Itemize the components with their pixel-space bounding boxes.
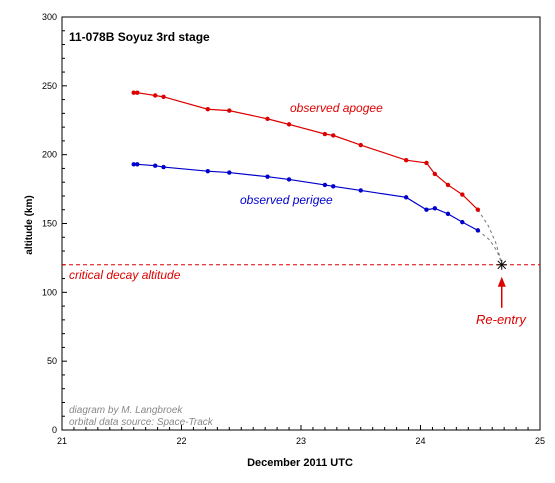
observed-apogee-point [205,107,210,112]
x-tick-label: 22 [176,436,186,446]
credit-author: diagram by M. Langbroek [69,405,183,416]
y-tick-label: 0 [52,425,57,435]
x-tick-label: 23 [296,436,306,446]
x-axis-label: December 2011 UTC [247,457,353,469]
observed-apogee-point [424,160,429,166]
observed-apogee-point [403,157,409,163]
y-tick-label: 250 [42,81,57,91]
extrapolation-layer [477,209,503,264]
observed-perigee-point [135,162,140,167]
plot-frame [61,16,541,431]
observed-perigee-point [358,188,363,193]
observed-perigee-point [205,168,210,174]
reentry-marker [496,259,507,270]
x-tick-label: 25 [535,436,545,446]
y-tick-label: 200 [42,150,57,160]
observed-apogee-point [322,131,328,137]
apogee-extrapolation [477,209,503,264]
x-tick-label: 24 [415,436,425,446]
observed-apogee-point [358,142,363,148]
observed-apogee-point [460,192,465,197]
series-layer [131,90,481,233]
observed-perigee-point [445,211,451,217]
observed-perigee-point [403,195,409,200]
credit-data-source: orbital data source: Space-Track [69,417,214,428]
reentry-label: Re-entry [476,312,527,327]
observed-perigee-point [286,177,292,182]
y-tick-label: 300 [42,12,57,22]
observed-apogee-point [265,116,270,122]
observed-apogee-point [135,90,140,95]
axis-ticks [61,16,541,431]
reentry-layer [496,259,507,308]
y-tick-label: 50 [47,356,57,366]
observed-perigee-point [227,170,232,175]
critical-altitude-label: critical decay altitude [69,268,181,282]
observed-apogee-point [286,122,292,127]
observed-perigee-point [131,162,136,167]
observed-perigee-point [161,164,166,170]
observed-apogee-point [131,90,136,95]
observed-apogee-point [227,108,232,113]
y-tick-label: 100 [42,287,57,297]
y-tick-label: 150 [42,219,57,229]
observed-apogee-point [432,171,438,177]
observed-perigee-point [331,184,336,189]
observed-apogee-point [161,94,166,100]
observed-perigee-point [424,207,429,212]
observed-perigee-point [322,182,328,188]
reentry-arrow-head [497,276,506,287]
perigee-series-label: observed perigee [240,193,333,207]
observed-perigee-point [460,219,465,225]
y-axis-label: altitude (km) [24,195,35,254]
chart-title: 11-078B Soyuz 3rd stage [69,30,210,44]
observed-apogee-point [331,133,336,138]
x-tick-label: 21 [57,436,67,446]
observed-apogee-point [475,207,481,212]
observed-perigee-point [475,228,481,233]
observed-perigee-point [432,206,438,211]
perigee-extrapolation [477,229,503,264]
observed-perigee-point [265,174,270,179]
apogee-series-label: observed apogee [290,101,383,115]
observed-apogee-point [445,182,451,188]
reentry-star-stroke [497,260,507,270]
observed-perigee-point [153,163,158,168]
observed-apogee-point [153,93,158,98]
